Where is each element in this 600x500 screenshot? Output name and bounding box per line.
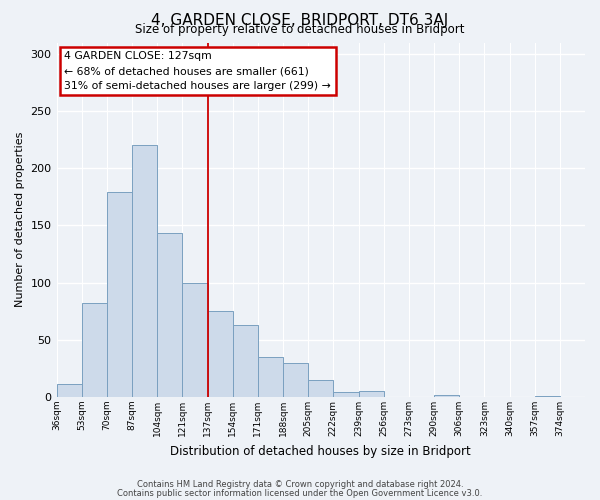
- Bar: [182, 282, 208, 397]
- Bar: [283, 362, 308, 397]
- Bar: [132, 146, 157, 397]
- Bar: [359, 392, 383, 397]
- Bar: [434, 394, 459, 397]
- Bar: [82, 303, 107, 397]
- Bar: [258, 357, 283, 397]
- Text: 4, GARDEN CLOSE, BRIDPORT, DT6 3AJ: 4, GARDEN CLOSE, BRIDPORT, DT6 3AJ: [151, 12, 449, 28]
- Bar: [308, 380, 334, 397]
- Bar: [208, 311, 233, 397]
- Bar: [157, 234, 182, 397]
- Bar: [535, 396, 560, 397]
- Text: Contains HM Land Registry data © Crown copyright and database right 2024.: Contains HM Land Registry data © Crown c…: [137, 480, 463, 489]
- Bar: [107, 192, 132, 397]
- Bar: [56, 384, 82, 397]
- Bar: [334, 392, 359, 397]
- Text: Size of property relative to detached houses in Bridport: Size of property relative to detached ho…: [135, 22, 465, 36]
- Bar: [233, 325, 258, 397]
- Text: 4 GARDEN CLOSE: 127sqm
← 68% of detached houses are smaller (661)
31% of semi-de: 4 GARDEN CLOSE: 127sqm ← 68% of detached…: [64, 52, 331, 91]
- X-axis label: Distribution of detached houses by size in Bridport: Distribution of detached houses by size …: [170, 444, 471, 458]
- Text: Contains public sector information licensed under the Open Government Licence v3: Contains public sector information licen…: [118, 488, 482, 498]
- Y-axis label: Number of detached properties: Number of detached properties: [15, 132, 25, 308]
